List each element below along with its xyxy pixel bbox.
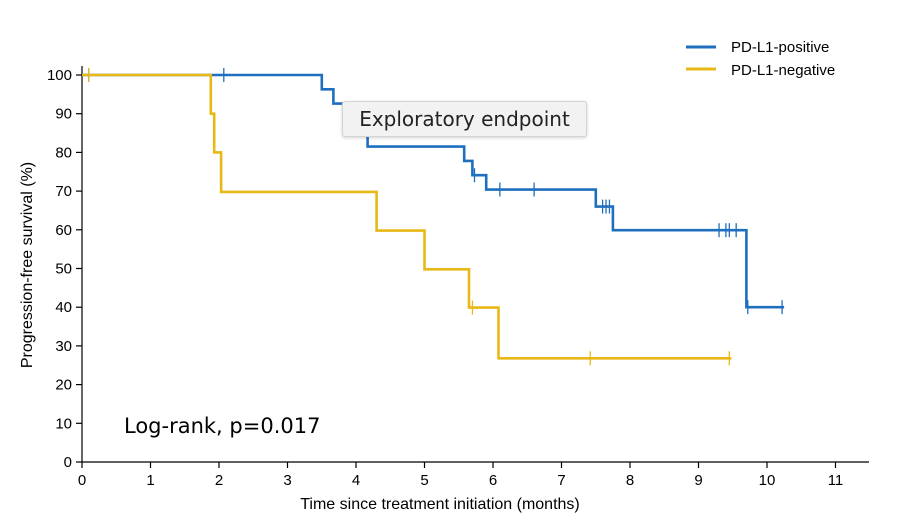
series-pd-l1-negative [82,68,732,366]
series-layer [82,68,785,366]
y-ticks: 0 10 20 30 40 50 60 70 80 90 100 [47,67,82,471]
x-tick-label: 4 [352,472,360,489]
legend-label-pd-l1-negative: PD-L1-negative [731,62,835,79]
legend: PD-L1-positive PD-L1-negative [686,39,835,79]
x-tick-label: 1 [146,472,154,489]
log-rank-annotation: Log-rank, p=0.017 [124,414,320,438]
y-tick-label: 20 [55,377,72,394]
y-tick-label: 10 [55,415,72,432]
y-tick-label: 60 [55,222,72,239]
y-tick-label: 70 [55,183,72,200]
y-tick-label: 100 [47,67,72,84]
y-axis-title: Progression-free survival (%) [19,162,36,368]
x-tick-label: 3 [283,472,291,489]
tooltip-exploratory-endpoint: Exploratory endpoint [342,101,587,137]
axes: 0 1 2 3 4 5 6 7 8 9 10 11 0 10 20 30 40 50 60 70 80 90 100 [47,66,869,489]
legend-label-pd-l1-positive: PD-L1-positive [731,39,829,56]
y-tick-label: 50 [55,261,72,278]
y-tick-label: 0 [64,454,72,471]
x-tick-label: 7 [557,472,565,489]
x-ticks: 0 1 2 3 4 5 6 7 8 9 10 11 [78,462,843,489]
y-tick-label: 40 [55,299,72,316]
x-tick-label: 0 [78,472,86,489]
survival-curve-pd-l1-negative [82,73,732,360]
x-tick-label: 8 [626,472,634,489]
y-tick-label: 80 [55,144,72,161]
x-tick-label: 9 [694,472,702,489]
survival-curve-pd-l1-positive [82,73,785,309]
x-axis-title: Time since treatment initiation (months) [300,496,580,513]
x-tick-label: 6 [489,472,497,489]
x-tick-label: 10 [759,472,776,489]
x-tick-label: 2 [215,472,223,489]
x-tick-label: 11 [828,472,844,489]
y-tick-label: 30 [55,338,72,355]
y-tick-label: 90 [55,106,72,123]
x-tick-label: 5 [420,472,428,489]
